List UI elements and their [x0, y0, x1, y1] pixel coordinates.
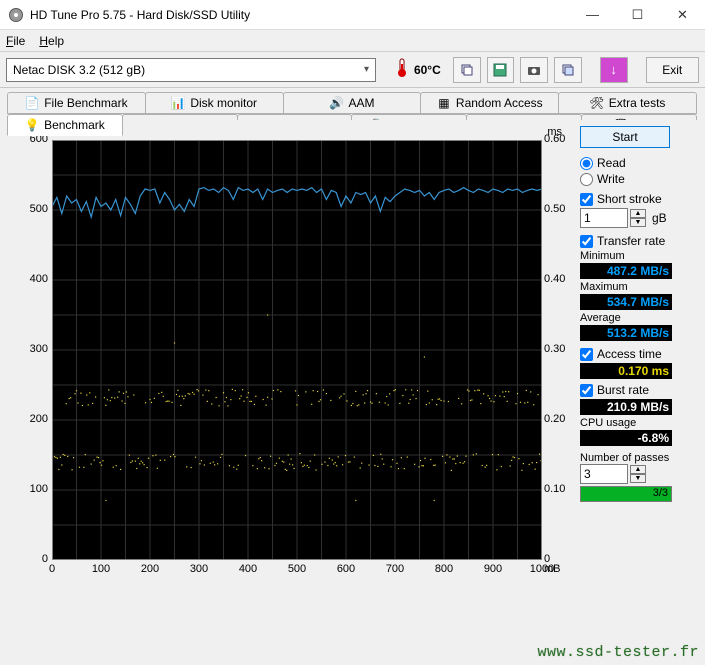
file-icon: 📄	[25, 96, 39, 110]
monitor-icon: 📊	[171, 96, 185, 110]
up-arrow-icon[interactable]: ▲	[630, 209, 646, 218]
burst-rate-check[interactable]: Burst rate	[580, 383, 695, 397]
cpu-label: CPU usage	[580, 417, 695, 429]
tools-icon: 🛠	[590, 96, 604, 110]
short-stroke-input[interactable]	[580, 208, 628, 228]
access-time-value: 0.170 ms	[580, 363, 672, 379]
avg-label: Average	[580, 312, 695, 324]
export-button[interactable]	[554, 57, 582, 83]
chart	[52, 140, 542, 560]
passes-input[interactable]	[580, 464, 628, 484]
tab-file-benchmark[interactable]: 📄File Benchmark	[7, 92, 146, 114]
menu-help[interactable]: Help	[39, 34, 64, 48]
screenshot-button[interactable]	[520, 57, 548, 83]
dots-icon: ▦	[437, 96, 451, 110]
tab-random-access[interactable]: ▦Random Access	[420, 92, 559, 114]
drive-select[interactable]: Netac DISK 3.2 (512 gB)	[6, 58, 376, 82]
temperature-display: 60°C	[394, 58, 441, 81]
min-value: 487.2 MB/s	[580, 263, 672, 279]
temperature-value: 60°C	[414, 63, 441, 77]
drive-select-value: Netac DISK 3.2 (512 gB)	[13, 63, 145, 77]
cpu-value: -6.8%	[580, 430, 672, 446]
access-time-check[interactable]: Access time	[580, 347, 695, 361]
minimize-button[interactable]: —	[570, 1, 615, 29]
settings-button[interactable]: ↓	[600, 57, 628, 83]
short-stroke-value[interactable]: ▲▼ gB	[580, 208, 695, 228]
titlebar: HD Tune Pro 5.75 - Hard Disk/SSD Utility…	[0, 0, 705, 30]
min-label: Minimum	[580, 250, 695, 262]
save-button[interactable]	[487, 57, 515, 83]
tab-benchmark[interactable]: 💡Benchmark	[7, 114, 123, 136]
passes-spin[interactable]: ▲▼	[580, 464, 695, 484]
copy-button[interactable]	[453, 57, 481, 83]
progress-bar: 3/3	[580, 486, 672, 502]
exit-button[interactable]: Exit	[646, 57, 700, 83]
maximize-button[interactable]: ☐	[615, 1, 660, 29]
short-stroke-check[interactable]: Short stroke	[580, 192, 695, 206]
speaker-icon: 🔊	[329, 96, 343, 110]
start-button[interactable]: Start	[580, 126, 670, 148]
window-controls: — ☐ ✕	[570, 1, 705, 29]
burst-rate-value: 210.9 MB/s	[580, 399, 672, 415]
max-value: 534.7 MB/s	[580, 294, 672, 310]
x-label-unit: mB	[544, 563, 561, 575]
read-radio[interactable]: Read	[580, 156, 695, 170]
tab-disk-monitor[interactable]: 📊Disk monitor	[145, 92, 284, 114]
tab-extra-tests[interactable]: 🛠Extra tests	[558, 92, 697, 114]
close-button[interactable]: ✕	[660, 1, 705, 29]
passes-label: Number of passes	[580, 452, 695, 464]
max-label: Maximum	[580, 281, 695, 293]
toolbar: Netac DISK 3.2 (512 gB) 60°C ↓ Exit	[0, 52, 705, 88]
write-radio[interactable]: Write	[580, 172, 695, 186]
up-arrow-icon[interactable]: ▲	[630, 465, 646, 474]
transfer-rate-check[interactable]: Transfer rate	[580, 234, 695, 248]
bulb-icon: 💡	[25, 118, 39, 132]
app-icon	[8, 7, 24, 23]
down-arrow-icon[interactable]: ▼	[630, 474, 646, 483]
avg-value: 513.2 MB/s	[580, 325, 672, 341]
down-arrow-icon[interactable]: ▼	[630, 218, 646, 227]
tab-aam[interactable]: 🔊AAM	[283, 92, 422, 114]
thermometer-icon	[394, 58, 410, 81]
tab-row-1: 📄File Benchmark 📊Disk monitor 🔊AAM ▦Rand…	[8, 92, 697, 114]
benchmark-content: MB/s ms 6005004003002001000 0.600.500.40…	[0, 120, 705, 665]
side-panel: Start Read Write Short stroke ▲▼ gB Tran…	[570, 126, 695, 655]
chart-area: MB/s ms 6005004003002001000 0.600.500.40…	[10, 126, 570, 586]
window-title: HD Tune Pro 5.75 - Hard Disk/SSD Utility	[30, 8, 570, 22]
menu-file[interactable]: File	[6, 34, 25, 48]
menubar: File Help	[0, 30, 705, 52]
progress-text: 3/3	[653, 487, 668, 499]
